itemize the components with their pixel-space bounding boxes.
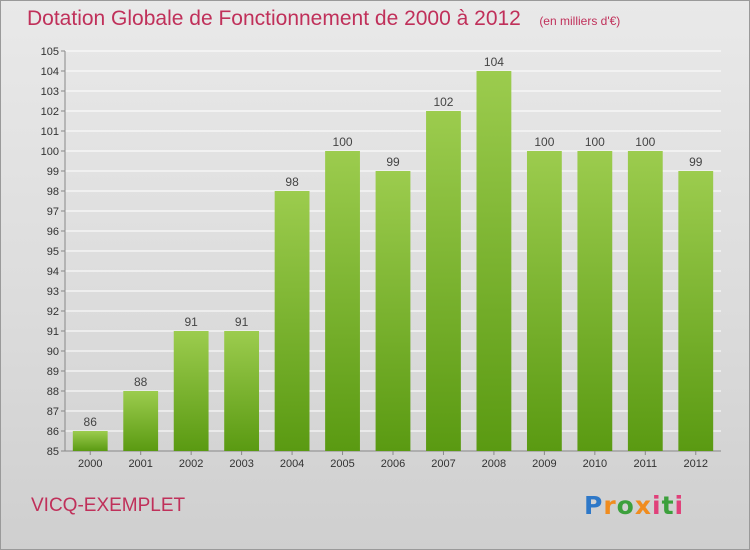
bar-2007 [426,111,461,451]
y-tick-label: 97 [47,206,59,218]
x-tick-label: 2007 [431,458,455,470]
y-tick-label: 100 [41,146,59,158]
y-tick-label: 89 [47,366,59,378]
proxiti-logo: Proxiti [584,491,685,520]
y-tick-label: 86 [47,426,59,438]
bar-2004 [274,191,310,451]
y-tick-label: 95 [47,246,59,258]
x-tick-label: 2005 [330,458,354,470]
x-tick-labels: 2000 2001 2002 2003 2004 2005 2006 2007 2008 2009… [78,458,708,470]
bar-2005 [325,151,360,451]
bar-2012 [678,171,714,451]
chart-title: Dotation Globale de Fonctionnement de 20… [27,7,521,30]
x-tick-label: 2001 [128,458,152,470]
x-tick-label: 2008 [482,458,506,470]
bar-2002 [173,331,209,451]
x-tick-label: 2004 [280,458,304,470]
data-label: 91 [235,315,249,329]
data-label: 99 [689,155,703,169]
commune-name: VICQ-EXEMPLET [31,495,186,516]
bar-2001 [123,391,159,451]
x-tick-label: 2000 [78,458,102,470]
data-labels: 86 88 91 91 98 100 99 102 104 100 100 100 99 [84,55,703,429]
data-label: 100 [534,135,554,149]
x-tick-label: 2010 [583,458,607,470]
data-label: 99 [386,155,400,169]
data-label: 100 [333,135,353,149]
y-tick-label: 103 [41,86,59,98]
bars [72,71,714,451]
bar-2000 [72,431,108,451]
chart-unit: (en milliers d'€) [539,14,621,28]
data-label: 102 [433,95,453,109]
bar-2011 [627,151,663,451]
y-tick-label: 88 [47,386,59,398]
y-tick-label: 85 [47,446,59,458]
data-label: 91 [184,315,198,329]
data-label: 88 [134,375,148,389]
data-label: 104 [484,55,504,69]
y-tick-label: 99 [47,166,59,178]
x-tick-label: 2011 [633,458,657,470]
x-tick-label: 2006 [381,458,405,470]
bar-2010 [577,151,613,451]
x-tick-label: 2012 [684,458,708,470]
y-tick-label: 104 [41,66,59,78]
y-tick-label: 92 [47,306,59,318]
y-tick-label: 91 [47,326,59,338]
x-tick-label: 2002 [179,458,203,470]
bar-2006 [375,171,411,451]
y-tick-label: 90 [47,346,59,358]
x-tick-label: 2003 [229,458,253,470]
data-label: 100 [635,135,655,149]
y-tick-labels: 85 86 87 88 89 90 91 92 93 94 95 96 97 98 99 100 101 102 1… [41,46,59,458]
y-tick-label: 94 [47,266,59,278]
data-label: 100 [585,135,605,149]
bar-2003 [224,331,260,451]
x-tick-label: 2009 [532,458,556,470]
chart-heading: Dotation Globale de Fonctionnement de 20… [27,7,620,31]
y-tick-label: 96 [47,226,59,238]
y-tick-label: 105 [41,46,59,58]
y-tick-label: 102 [41,106,59,118]
y-tick-label: 87 [47,406,59,418]
data-label: 86 [84,415,98,429]
data-label: 98 [285,175,299,189]
y-tick-label: 93 [47,286,59,298]
y-tick-label: 98 [47,186,59,198]
bar-2009 [526,151,562,451]
bar-2008 [476,71,512,451]
y-tick-label: 101 [41,126,59,138]
